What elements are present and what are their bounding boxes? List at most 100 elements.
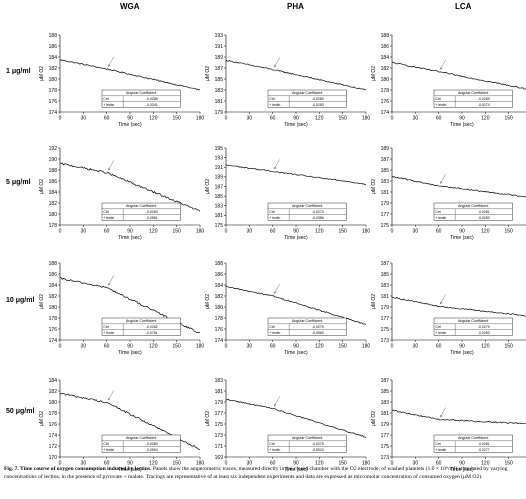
y-tick-label: 181 bbox=[215, 213, 224, 219]
x-tick-label: 30 bbox=[247, 461, 253, 467]
x-tick-label: 90 bbox=[293, 116, 299, 122]
table-row-label: Ctrl bbox=[435, 442, 441, 446]
y-tick-label: 174 bbox=[49, 338, 58, 344]
y-axis-label: μM O2 bbox=[205, 294, 211, 309]
y-tick-label: 178 bbox=[49, 223, 58, 229]
x-tick-label: 120 bbox=[315, 116, 324, 122]
y-tick-label: 186 bbox=[381, 44, 390, 50]
x-tick-label: 0 bbox=[225, 116, 228, 122]
x-axis-label: Time (sec) bbox=[284, 350, 308, 356]
chart-svg: 1741761781801821841861880306090120150180… bbox=[371, 33, 526, 128]
table-row-value: -0,0283 bbox=[312, 103, 324, 107]
y-tick-label: 185 bbox=[381, 389, 390, 395]
y-tick-label: 184 bbox=[49, 190, 58, 196]
x-axis-label: Time (sec) bbox=[118, 235, 142, 241]
table-row-value: -0,0289 bbox=[478, 97, 490, 101]
lectin-arrow-head bbox=[274, 65, 277, 68]
lectin-arrow-head bbox=[274, 403, 277, 407]
x-tick-label: 0 bbox=[225, 229, 228, 235]
trace-line bbox=[391, 409, 526, 425]
y-tick-label: 187 bbox=[381, 378, 390, 384]
y-tick-label: 180 bbox=[49, 400, 58, 406]
coefficient-table: Angular Coefficient Ctrl -0,0281 + lectin -0… bbox=[433, 434, 513, 453]
y-tick-label: 171 bbox=[215, 444, 224, 450]
lectin-arrow-head bbox=[440, 181, 443, 184]
table-header: Angular Coefficient bbox=[458, 204, 488, 208]
coefficient-table: Angular Coefficient Ctrl -0,0282 + lectin -0… bbox=[101, 317, 181, 336]
y-axis-label: μM O2 bbox=[205, 411, 211, 426]
y-tick-label: 186 bbox=[49, 179, 58, 185]
figure-caption: Fig. 7. Time course of oxygen consumptio… bbox=[4, 465, 522, 481]
y-tick-label: 178 bbox=[49, 316, 58, 322]
x-tick-label: 0 bbox=[59, 116, 62, 122]
x-tick-label: 30 bbox=[81, 461, 87, 467]
x-tick-label: 0 bbox=[391, 229, 394, 235]
y-tick-label: 183 bbox=[215, 88, 224, 94]
x-axis-label: Time (sec) bbox=[284, 122, 308, 128]
trace-line bbox=[225, 285, 367, 325]
y-tick-label: 172 bbox=[49, 444, 58, 450]
x-tick-label: 120 bbox=[481, 344, 490, 350]
lectin-arrow bbox=[274, 283, 280, 294]
row-label-5: 5 μg/ml bbox=[6, 179, 31, 186]
table-row-value: -0,0781 bbox=[146, 331, 158, 335]
y-tick-label: 170 bbox=[49, 455, 58, 461]
x-axis-label: Time (sec) bbox=[450, 122, 474, 128]
y-tick-label: 188 bbox=[49, 168, 58, 174]
lectin-arrow bbox=[274, 57, 280, 67]
table-row-value: -0,0280 bbox=[312, 97, 324, 101]
y-tick-label: 182 bbox=[49, 201, 58, 207]
x-tick-label: 0 bbox=[59, 344, 62, 350]
y-axis-label: μM O2 bbox=[371, 179, 377, 194]
y-tick-label: 182 bbox=[49, 294, 58, 300]
table-row-label: + lectin bbox=[269, 103, 280, 107]
y-tick-label: 174 bbox=[381, 110, 390, 116]
x-tick-label: 60 bbox=[270, 344, 276, 350]
y-tick-label: 174 bbox=[49, 110, 58, 116]
y-tick-label: 175 bbox=[381, 223, 390, 229]
panel-lca-3: 1731751771791811831851870306090120150180… bbox=[366, 259, 526, 363]
chart-svg: 1731751771791811831851870306090120150180… bbox=[371, 261, 526, 356]
y-tick-label: 184 bbox=[49, 378, 58, 384]
x-tick-label: 90 bbox=[127, 344, 133, 350]
y-axis-label: μM O2 bbox=[371, 411, 377, 426]
table-row-label: + lectin bbox=[103, 331, 114, 335]
lectin-arrow bbox=[440, 407, 446, 417]
y-tick-label: 187 bbox=[381, 261, 390, 267]
y-tick-label: 177 bbox=[381, 212, 390, 218]
panel-pha-1: 179 181 183 185 187 189 191 193 0 30 60 90 120 150 180… bbox=[200, 31, 370, 135]
x-tick-label: 60 bbox=[104, 116, 110, 122]
x-tick-label: 120 bbox=[315, 461, 324, 467]
y-tick-label: 180 bbox=[215, 305, 224, 311]
x-axis-label: Time (sec) bbox=[284, 467, 308, 473]
x-tick-label: 180 bbox=[362, 116, 371, 122]
table-row-label: Ctrl bbox=[269, 97, 275, 101]
coefficient-table: Angular Coefficient Ctrl -0,0280 + lectin -0… bbox=[101, 434, 181, 453]
panel-lca-2: 1751771791811831851871890306090120150180… bbox=[366, 144, 526, 248]
x-tick-label: 120 bbox=[149, 461, 158, 467]
coefficient-table: Angular Coefficient Ctrl -0,0275 + lectin -0… bbox=[267, 434, 347, 453]
x-tick-label: 90 bbox=[127, 461, 133, 467]
caption-lead: Fig. 7. Time course of oxygen consumptio… bbox=[4, 466, 152, 472]
x-tick-label: 120 bbox=[315, 344, 324, 350]
table-row-value: -0,0282 bbox=[146, 325, 158, 329]
y-tick-label: 184 bbox=[49, 283, 58, 289]
table-row-label: Ctrl bbox=[269, 442, 275, 446]
column-title-lca: LCA bbox=[455, 2, 472, 11]
y-tick-label: 174 bbox=[49, 433, 58, 439]
y-tick-label: 191 bbox=[215, 165, 224, 171]
lectin-arrow-head bbox=[108, 283, 111, 286]
y-tick-label: 185 bbox=[215, 77, 224, 83]
y-tick-label: 188 bbox=[49, 261, 58, 267]
chart-svg: 179 181 183 185 187 189 191 193 0 30 60 90 120 150 180… bbox=[205, 33, 371, 128]
table-row-label: Ctrl bbox=[103, 210, 109, 214]
y-tick-label: 180 bbox=[49, 305, 58, 311]
x-tick-label: 90 bbox=[127, 116, 133, 122]
x-tick-label: 0 bbox=[391, 344, 394, 350]
column-title-pha: PHA bbox=[287, 2, 304, 11]
y-tick-label: 173 bbox=[381, 338, 390, 344]
x-axis-label: Time (sec) bbox=[118, 350, 142, 356]
table-header: Angular Coefficient bbox=[292, 319, 322, 323]
table-row-label: Ctrl bbox=[435, 97, 441, 101]
table-row-value: -0,0281 bbox=[478, 442, 490, 446]
